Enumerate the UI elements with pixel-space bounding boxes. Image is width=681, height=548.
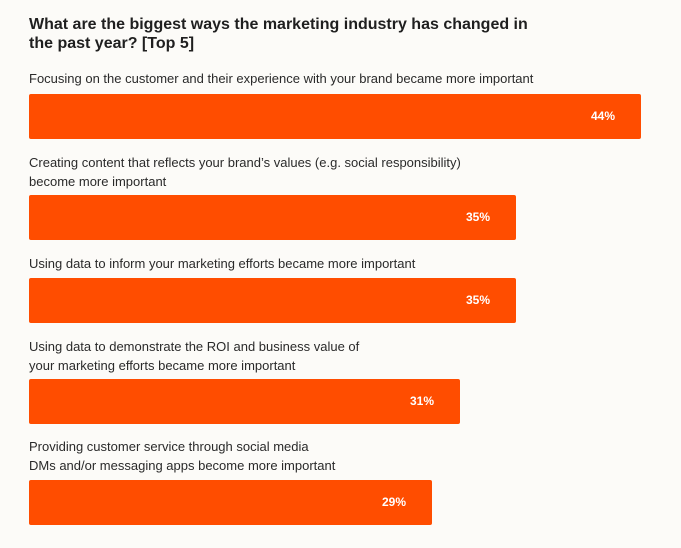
bar-value-label-2: 35% [465, 210, 490, 224]
bar-2: 35% [29, 195, 516, 240]
bar-3: 35% [29, 278, 516, 323]
bar-5: 29% [29, 480, 432, 525]
bar-1: 44% [29, 94, 641, 139]
chart-title: What are the biggest ways the marketing … [29, 16, 528, 52]
bar-value-label-1: 44% [590, 109, 615, 123]
bar-label-3: Using data to inform your marketing effo… [29, 256, 416, 271]
bar-label-4: Using data to demonstrate the ROI and bu… [29, 339, 360, 373]
bar-value-label-4: 31% [409, 394, 434, 408]
bar-value-label-3: 35% [465, 293, 490, 307]
bar-label-5: Providing customer service through socia… [29, 439, 336, 473]
bar-label-2: Creating content that reflects your bran… [29, 155, 461, 189]
bar-label-1: Focusing on the customer and their exper… [29, 71, 534, 86]
bar-value-label-5: 29% [381, 495, 406, 509]
bar-4: 31% [29, 379, 460, 424]
